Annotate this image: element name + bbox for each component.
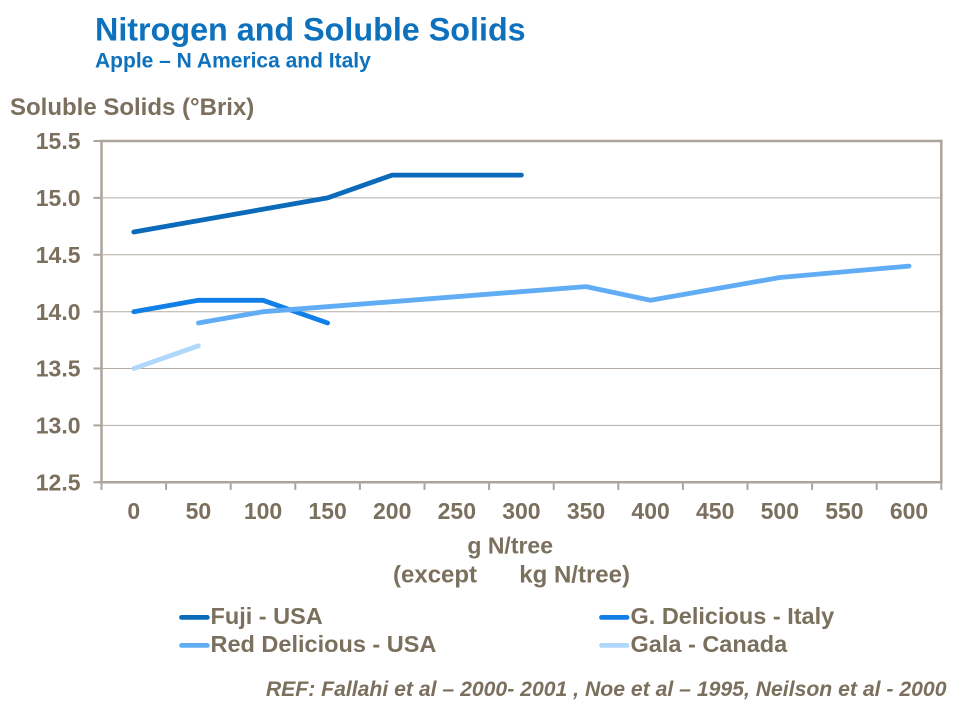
svg-text:REF: Fallahi et al – 2000- 200: REF: Fallahi et al – 2000- 2001 , Noe et…: [266, 678, 947, 701]
svg-text:12.5: 12.5: [36, 470, 81, 496]
svg-text:G. Delicious - Italy: G. Delicious - Italy: [631, 603, 835, 629]
svg-text:14.0: 14.0: [36, 299, 81, 325]
svg-text:g N/tree: g N/tree: [467, 532, 553, 558]
svg-text:Fuji - USA: Fuji - USA: [211, 603, 323, 629]
svg-text:Soluble Solids (°Brix): Soluble Solids (°Brix): [10, 94, 254, 121]
svg-text:350: 350: [567, 498, 605, 524]
svg-text:15.0: 15.0: [36, 185, 81, 211]
svg-text:450: 450: [696, 498, 734, 524]
svg-text:200: 200: [373, 498, 411, 524]
svg-text:550: 550: [825, 498, 863, 524]
svg-text:14.5: 14.5: [36, 242, 81, 268]
svg-text:13.5: 13.5: [36, 356, 81, 382]
svg-text:kg N/tree): kg N/tree): [519, 562, 630, 589]
svg-text:Red Delicious - USA: Red Delicious - USA: [211, 631, 437, 657]
svg-text:Gala - Canada: Gala - Canada: [631, 631, 789, 657]
svg-text:0: 0: [127, 498, 140, 524]
svg-text:400: 400: [631, 498, 669, 524]
svg-text:Apple – N America and Italy: Apple – N America and Italy: [95, 50, 371, 73]
svg-text:50: 50: [186, 498, 212, 524]
svg-text:600: 600: [890, 498, 928, 524]
svg-text:13.0: 13.0: [36, 413, 81, 439]
svg-text:150: 150: [308, 498, 346, 524]
svg-text:500: 500: [761, 498, 799, 524]
svg-text:250: 250: [438, 498, 476, 524]
svg-text:300: 300: [502, 498, 540, 524]
svg-text:Nitrogen and Soluble Solids: Nitrogen and Soluble Solids: [95, 12, 526, 48]
svg-text:15.5: 15.5: [36, 128, 81, 154]
svg-text:(except: (except: [393, 562, 477, 589]
svg-text:100: 100: [244, 498, 282, 524]
